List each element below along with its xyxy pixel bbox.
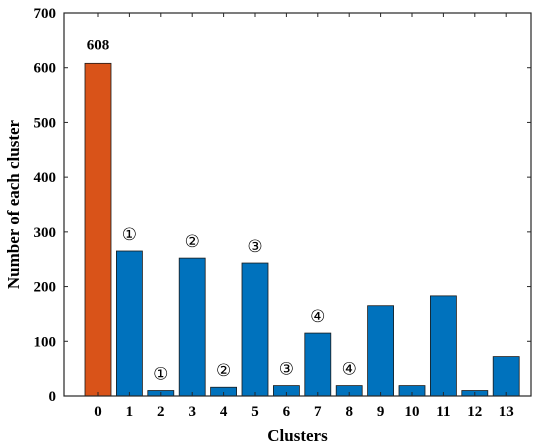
x-tick-label-11: 11: [436, 404, 450, 420]
bar-3: [178, 257, 206, 397]
x-tick-label-3: 3: [188, 404, 196, 420]
bar-11: [429, 295, 457, 397]
x-axis-title: Clusters: [267, 426, 328, 445]
bar-13: [492, 356, 520, 397]
annotation-3: ②: [185, 232, 200, 252]
x-tick-label-13: 13: [499, 404, 514, 420]
bar-1: [116, 250, 143, 397]
labels-group: 608 ① ① ② ② ③ ③ ④ ④: [87, 37, 357, 384]
x-tick-label-7: 7: [314, 404, 322, 420]
annotation-2: ①: [153, 365, 168, 385]
annotation-8: ④: [342, 360, 357, 380]
x-tick-label-12: 12: [467, 404, 482, 420]
x-tick-label-2: 2: [157, 404, 165, 420]
x-tick-label-1: 1: [126, 404, 134, 420]
y-axis-title: Number of each cluster: [4, 119, 23, 289]
bar-7: [304, 332, 332, 397]
bar-9: [367, 305, 395, 397]
x-tick-label-8: 8: [345, 404, 353, 420]
x-tick-label-9: 9: [377, 404, 385, 420]
plot-frame: [63, 12, 532, 397]
bar-0: [84, 62, 112, 397]
annotation-7: ④: [310, 307, 325, 327]
y-tick-label-0: 0: [49, 389, 57, 405]
y-tick-label-700: 700: [34, 6, 57, 22]
y-tick-label-200: 200: [34, 280, 57, 296]
data-label-0: 608: [87, 37, 110, 53]
bar-5: [241, 262, 269, 397]
bars-group: [84, 62, 520, 397]
annotation-1: ①: [122, 225, 137, 245]
y-tick-label-500: 500: [34, 115, 57, 131]
x-tick-label-5: 5: [251, 404, 259, 420]
y-tick-label-400: 400: [34, 170, 57, 186]
y-tick-label-600: 600: [34, 61, 57, 77]
y-tick-label-300: 300: [34, 225, 57, 241]
annotation-4: ②: [216, 361, 231, 381]
annotation-6: ③: [279, 360, 294, 380]
x-tick-label-0: 0: [94, 404, 102, 420]
y-tick-label-100: 100: [34, 334, 57, 350]
annotation-5: ③: [247, 237, 262, 257]
x-tick-label-10: 10: [405, 404, 420, 420]
x-tick-label-4: 4: [220, 404, 228, 420]
x-tick-label-6: 6: [283, 404, 291, 420]
